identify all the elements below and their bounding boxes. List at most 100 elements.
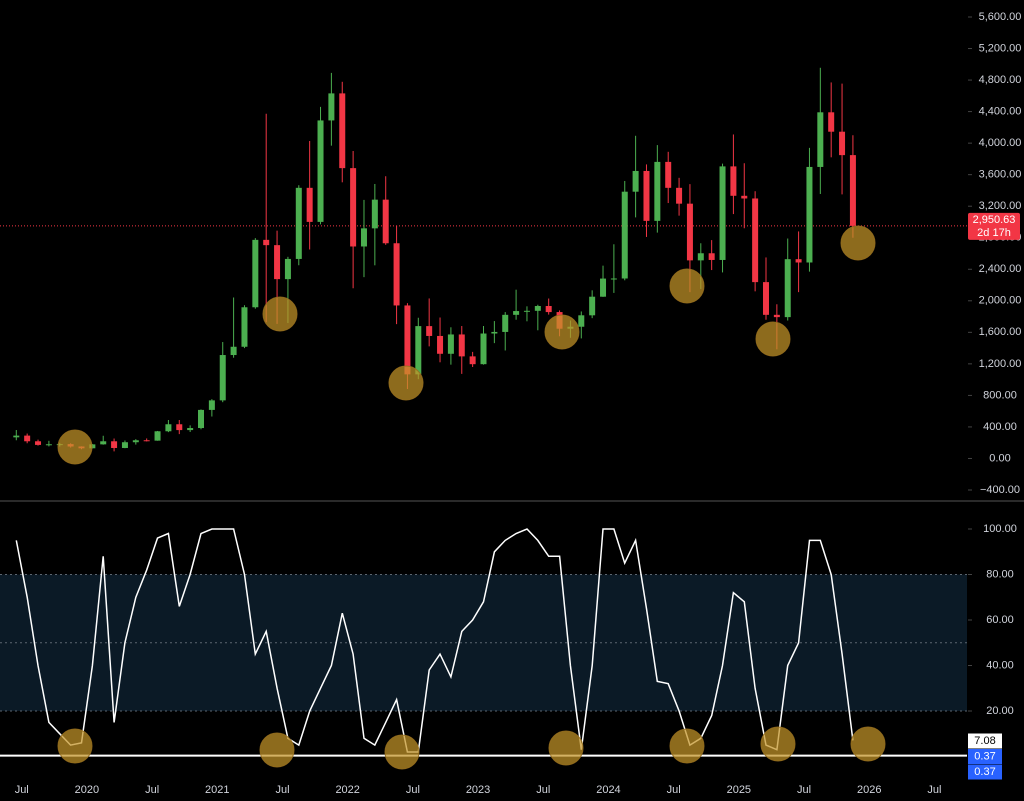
candle-body: [513, 311, 520, 315]
candle-body: [382, 199, 389, 244]
candle-body: [654, 161, 661, 221]
candle-body: [404, 305, 411, 375]
highlight-circle: [57, 429, 93, 465]
highlight-circle: [388, 365, 424, 401]
candle-body: [360, 228, 367, 247]
candle-body: [45, 444, 52, 446]
candle-body: [795, 259, 802, 263]
highlight-circle: [850, 726, 886, 762]
x-tick-label: 2026: [857, 784, 881, 796]
x-tick-label: Jul: [15, 784, 29, 796]
candle-body: [752, 198, 759, 283]
candle-body: [437, 335, 444, 354]
x-tick-label: Jul: [667, 784, 681, 796]
y-tick-label: 3,200.00: [979, 200, 1022, 212]
candle-body: [632, 170, 639, 192]
x-tick-label: 2024: [596, 784, 620, 796]
candle-body: [371, 199, 378, 229]
candle-body: [610, 278, 617, 280]
y-tick-label: 1,200.00: [979, 358, 1022, 370]
y-tick-label: 40.00: [986, 659, 1014, 671]
stoch-line: [15, 528, 854, 753]
candle-body: [643, 170, 650, 221]
candle-body: [491, 331, 498, 334]
highlight-circle: [262, 296, 298, 332]
x-tick-label: 2023: [466, 784, 490, 796]
x-tick-label: 2022: [335, 784, 359, 796]
candle-body: [849, 155, 856, 226]
x-tick-label: 2020: [75, 784, 99, 796]
x-tick-label: 2021: [205, 784, 229, 796]
candle-body: [534, 306, 541, 311]
x-tick-label: 2025: [727, 784, 751, 796]
candle-body: [317, 120, 324, 222]
countdown-label: 2d 17h: [977, 227, 1011, 239]
highlight-circle: [259, 732, 295, 768]
value-label: 7.08: [974, 735, 995, 747]
value-label: 0.37: [974, 766, 995, 778]
highlights: [57, 225, 886, 770]
candle-body: [198, 409, 205, 429]
y-tick-label: 1,600.00: [979, 326, 1022, 338]
candle-body: [295, 187, 302, 259]
highlight-circle: [548, 730, 584, 766]
y-tick-label: 400.00: [983, 421, 1017, 433]
y-tick-label: 80.00: [986, 568, 1014, 580]
candle-body: [578, 315, 585, 327]
x-tick-label: Jul: [536, 784, 550, 796]
candle-body: [219, 355, 226, 401]
x-tick-label: Jul: [797, 784, 811, 796]
candle-body: [817, 112, 824, 167]
highlight-circle: [669, 268, 705, 304]
candle-body: [665, 161, 672, 188]
candle-body: [176, 424, 183, 431]
candle-body: [306, 187, 313, 222]
highlight-circle: [840, 225, 876, 261]
y-tick-label: 4,400.00: [979, 106, 1022, 118]
candle-body: [447, 334, 454, 354]
y-tick-label: 20.00: [986, 705, 1014, 717]
highlight-circle: [57, 728, 93, 764]
candle-body: [241, 307, 248, 347]
candle-body: [458, 334, 465, 357]
candle-body: [263, 239, 270, 246]
candle-body: [187, 428, 194, 431]
last-price-label: 2,950.63: [973, 214, 1016, 226]
y-tick-label: 4,800.00: [979, 74, 1022, 86]
candle-body: [35, 441, 42, 445]
value-label: 0.37: [974, 750, 995, 762]
candle-body: [676, 187, 683, 204]
candle-body: [252, 239, 259, 308]
candle-body: [469, 356, 476, 365]
candle-body: [545, 306, 552, 313]
candle-body: [784, 259, 791, 318]
candle-body: [730, 166, 737, 196]
candle-body: [686, 203, 693, 261]
y-tick-label: 2,400.00: [979, 263, 1022, 275]
candle-body: [426, 326, 433, 336]
highlight-circle: [384, 734, 420, 770]
candle-body: [806, 166, 813, 263]
candle-body: [143, 440, 150, 442]
candle-body: [274, 245, 281, 280]
candle-body: [762, 282, 769, 315]
candle-body: [708, 253, 715, 260]
y-tick-label: 5,600.00: [979, 11, 1022, 23]
x-tick-label: Jul: [406, 784, 420, 796]
candle-body: [719, 166, 726, 260]
y-tick-label: 5,200.00: [979, 42, 1022, 54]
candle-body: [121, 442, 128, 448]
candle-body: [600, 278, 607, 297]
candle-body: [589, 296, 596, 316]
last-price-box: [968, 212, 1020, 240]
candle-body: [284, 258, 291, 280]
x-tick-label: Jul: [275, 784, 289, 796]
y-tick-label: 3,600.00: [979, 169, 1022, 181]
candle-body: [13, 435, 20, 438]
highlight-circle: [544, 314, 580, 350]
candle-body: [773, 314, 780, 318]
candle-body: [328, 93, 335, 121]
y-tick-label: 2,000.00: [979, 295, 1022, 307]
